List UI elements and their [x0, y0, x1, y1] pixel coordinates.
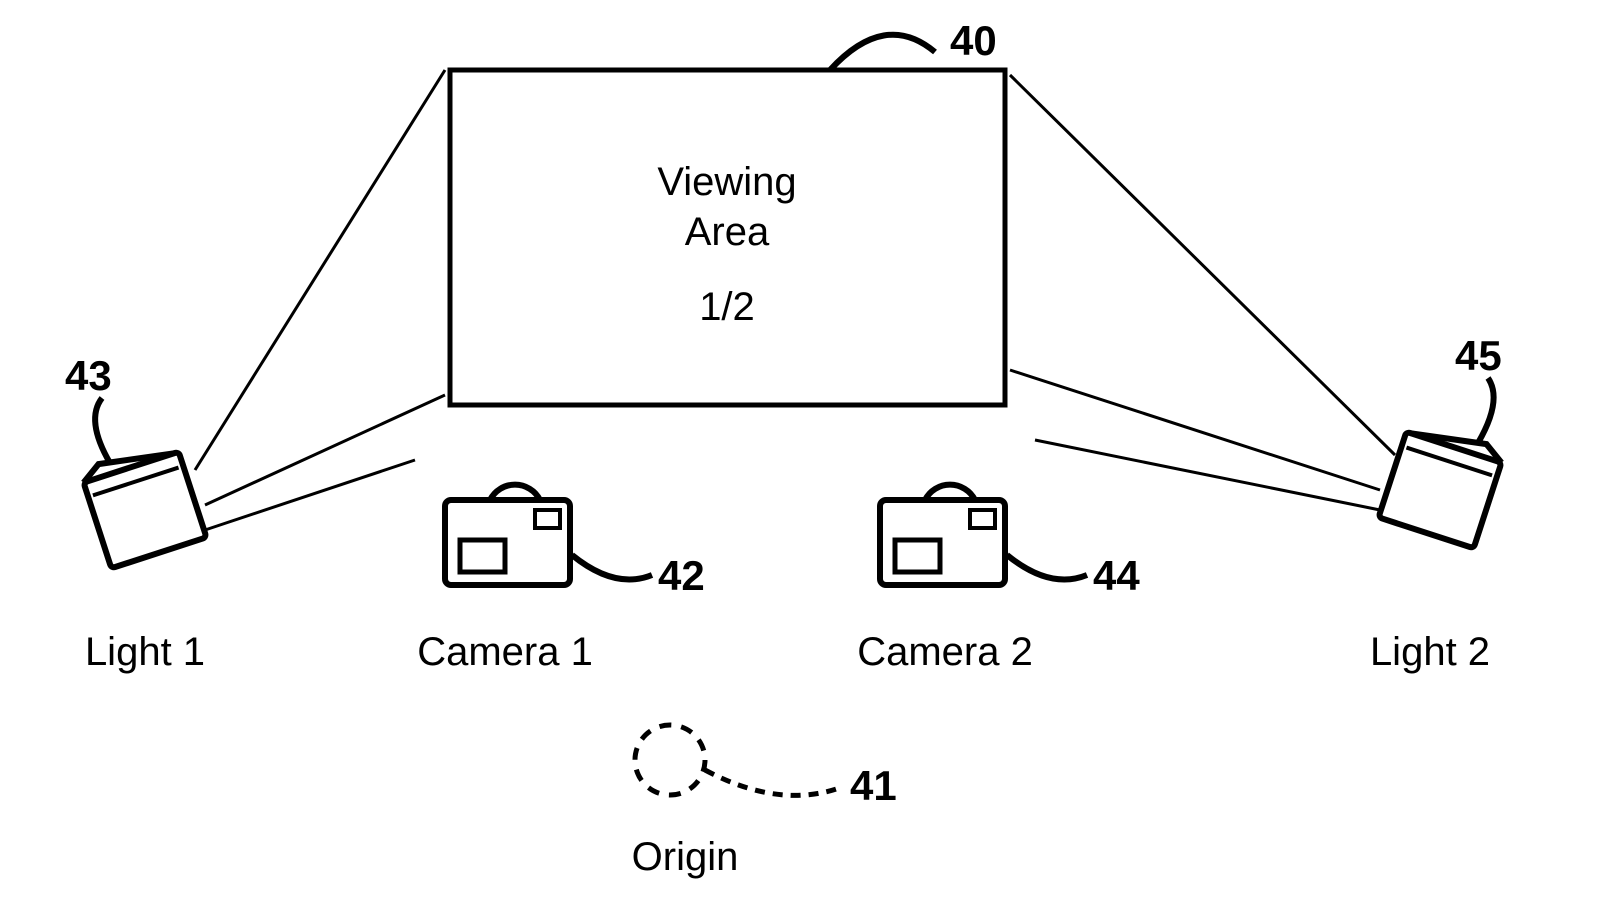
origin-label: Origin: [632, 835, 739, 879]
ref-45: 45: [1455, 332, 1502, 379]
camera2-icon: [880, 485, 1005, 585]
viewing-area: Viewing Area 1/2 40: [450, 17, 1005, 405]
camera1: 42 Camera 1: [417, 485, 705, 674]
light2-beams: [1010, 75, 1395, 510]
light1-icon: [80, 439, 207, 568]
camera1-label: Camera 1: [417, 630, 593, 674]
leader-44: [1007, 555, 1087, 580]
light2-label: Light 2: [1370, 630, 1490, 674]
ref-40: 40: [950, 17, 997, 64]
origin: 41 Origin: [632, 725, 897, 879]
leader-42: [572, 555, 652, 580]
ref-42: 42: [658, 552, 705, 599]
leader-45: [1478, 378, 1494, 443]
ref-44: 44: [1093, 552, 1140, 599]
leader-43: [95, 398, 110, 463]
light1-beams: [195, 70, 445, 530]
leader-41: [705, 770, 842, 795]
viewing-area-label-line3: 1/2: [699, 285, 755, 329]
light1-label: Light 1: [85, 630, 205, 674]
light1: 43 Light 1: [65, 352, 206, 674]
viewing-area-label-line2: Area: [685, 210, 770, 254]
viewing-area-label-line1: Viewing: [657, 160, 796, 204]
leader-40: [830, 35, 935, 70]
camera1-icon: [445, 485, 570, 585]
origin-circle: [635, 725, 705, 795]
ref-43: 43: [65, 352, 112, 399]
camera2: 44 Camera 2: [857, 485, 1140, 674]
ref-41: 41: [850, 762, 897, 809]
camera2-label: Camera 2: [857, 630, 1033, 674]
light2-icon: [1379, 419, 1506, 548]
light2: 45 Light 2: [1370, 332, 1506, 674]
